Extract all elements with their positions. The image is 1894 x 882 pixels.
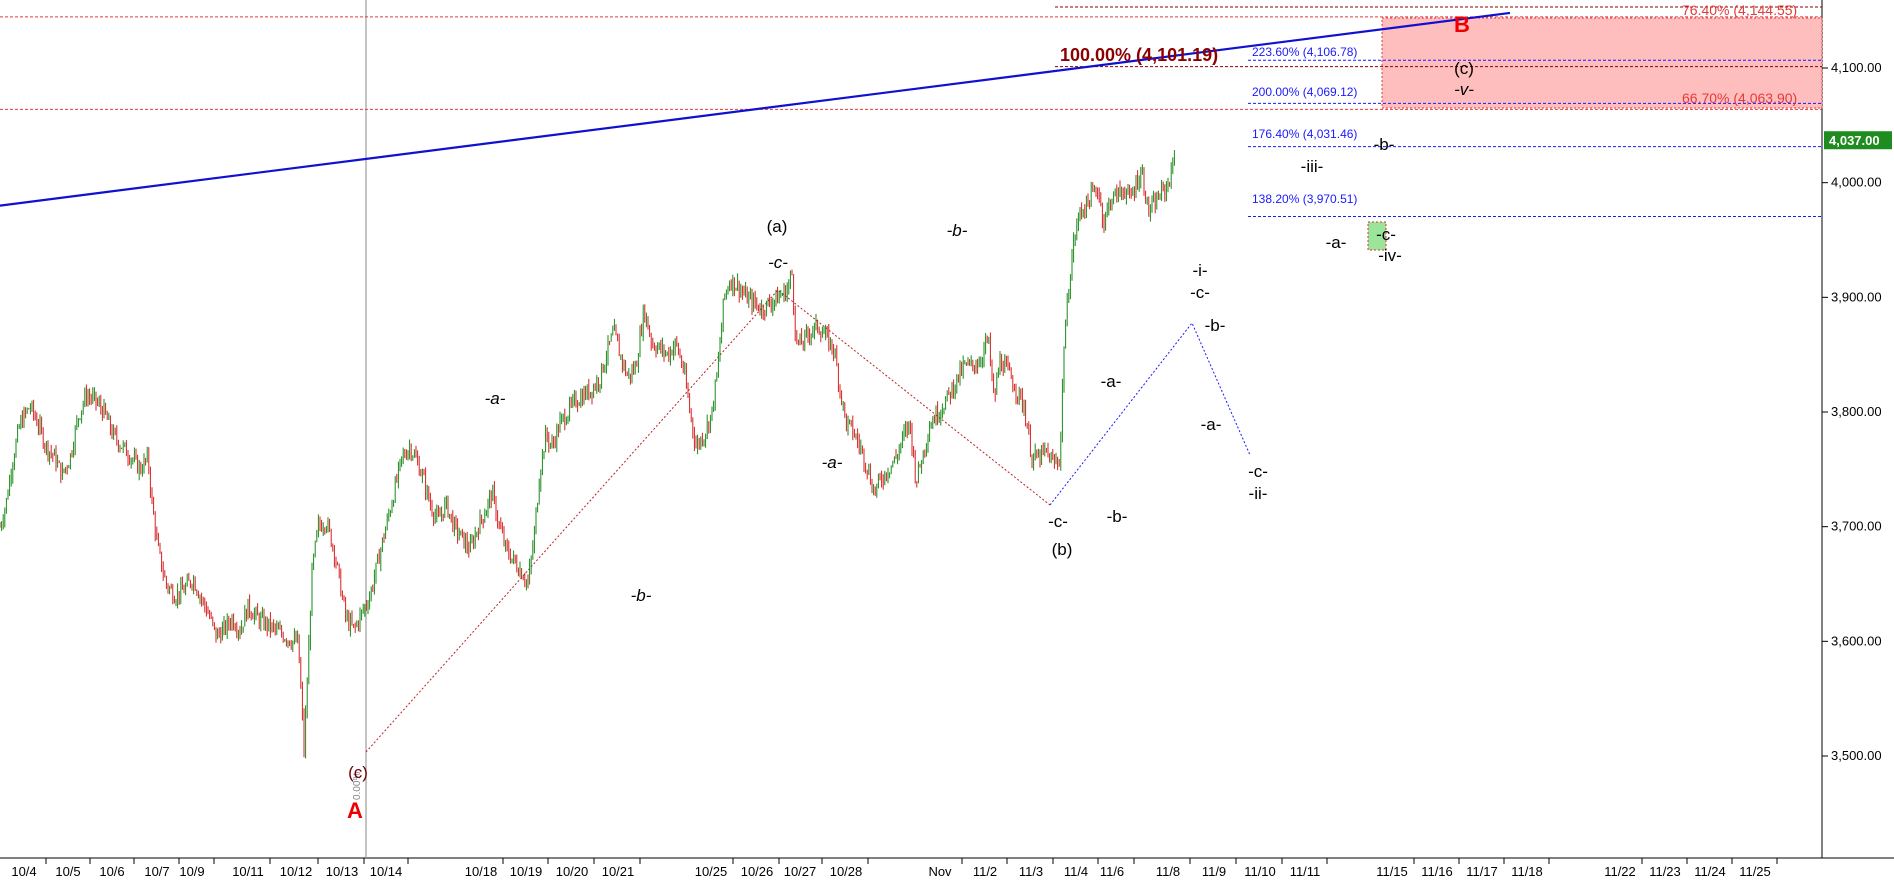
x-tick-label: 10/20 bbox=[556, 864, 589, 879]
fib-levels bbox=[0, 6, 1822, 217]
wave-label-c-4: -c- bbox=[1248, 462, 1268, 481]
wave-label-b-1: -b- bbox=[631, 586, 652, 605]
target-zone bbox=[1382, 18, 1822, 108]
x-tick-label: 11/3 bbox=[1019, 864, 1043, 879]
wave-labels: (c) A -a- -b- (a) -c- -a- -b- -c- (b) -a… bbox=[347, 12, 1474, 823]
y-tick-label: 3,500.00 bbox=[1831, 748, 1882, 763]
x-tick-label: 10/14 bbox=[370, 864, 403, 879]
x-tick-label: 11/24 bbox=[1694, 864, 1726, 879]
x-tick-label: Nov bbox=[928, 864, 952, 879]
wave-label-iii: -iii- bbox=[1301, 157, 1324, 176]
x-tick-label: 11/18 bbox=[1511, 864, 1543, 879]
wave-label-c-paren-upper: (c) bbox=[1454, 59, 1474, 78]
x-tick-label: 11/15 bbox=[1376, 864, 1408, 879]
x-tick-label: 11/16 bbox=[1421, 864, 1453, 879]
vertical-marker-label: 0.00% bbox=[352, 772, 363, 800]
y-tick-label: 3,800.00 bbox=[1831, 404, 1882, 419]
last-price-tag: 4,037.00 bbox=[1824, 131, 1892, 150]
wave-label-b-paren: (b) bbox=[1052, 540, 1073, 559]
wave-label-B: B bbox=[1454, 12, 1470, 37]
y-tick-label: 3,900.00 bbox=[1831, 289, 1882, 304]
wave-label-b-5: -b- bbox=[1374, 135, 1395, 154]
y-tick-label: 4,000.00 bbox=[1831, 175, 1882, 190]
x-tick-label: 10/4 bbox=[11, 864, 36, 879]
x-tick-label: 11/4 bbox=[1064, 864, 1088, 879]
fib-label-66-70: 66.70% (4,063.90) bbox=[1682, 90, 1797, 106]
fib-label-100-00: 100.00% (4,101.19) bbox=[1060, 45, 1218, 65]
y-tick-label: 3,600.00 bbox=[1831, 633, 1882, 648]
fib-label-76-40: 76.40% (4,144.55) bbox=[1682, 2, 1797, 18]
candlesticks bbox=[0, 150, 1175, 759]
fib-label-200-00: 200.00% (4,069.12) bbox=[1252, 85, 1357, 99]
wave-label-iv: -iv- bbox=[1378, 246, 1402, 265]
x-tick-label: 10/7 bbox=[144, 864, 169, 879]
x-tick-label: 10/18 bbox=[465, 864, 498, 879]
wave-label-c-major: (c) bbox=[348, 763, 368, 782]
wave-label-c-1: -c- bbox=[768, 253, 788, 272]
wave-label-b-2: -b- bbox=[947, 221, 968, 240]
x-tick-label: 10/6 bbox=[99, 864, 124, 879]
x-tick-label: 10/19 bbox=[510, 864, 543, 879]
wave-label-b-4: -b- bbox=[1205, 316, 1226, 335]
wave-label-a-3: -a- bbox=[1101, 372, 1122, 391]
x-tick-label: 10/27 bbox=[784, 864, 817, 879]
wave-label-a-2: -a- bbox=[822, 453, 843, 472]
x-tick-label: 11/2 bbox=[973, 864, 997, 879]
x-tick-label: 10/5 bbox=[55, 864, 80, 879]
wave-label-ii: -ii- bbox=[1249, 484, 1268, 503]
x-tick-label: 10/9 bbox=[179, 864, 204, 879]
y-axis: 3,500.00 3,600.00 3,700.00 3,800.00 3,900.00… bbox=[1822, 60, 1882, 763]
wave-label-c-5: -c- bbox=[1376, 225, 1396, 244]
x-tick-label: 10/25 bbox=[695, 864, 728, 879]
target-zone-inner-edge bbox=[1381, 17, 1823, 109]
plot-frame bbox=[0, 0, 1894, 859]
wave-label-a-4: -a- bbox=[1201, 415, 1222, 434]
x-tick-label: 11/11 bbox=[1290, 864, 1321, 879]
wave-label-i: -i- bbox=[1192, 261, 1207, 280]
fib-label-223-60: 223.60% (4,106.78) bbox=[1252, 45, 1357, 59]
x-tick-label: 11/10 bbox=[1244, 864, 1276, 879]
x-tick-label: 11/9 bbox=[1202, 864, 1226, 879]
x-tick-label: 10/13 bbox=[326, 864, 359, 879]
zigzag-blue-1 bbox=[1049, 322, 1251, 506]
wave-label-v: -v- bbox=[1454, 80, 1474, 99]
fib-label-138-20: 138.20% (3,970.51) bbox=[1252, 192, 1357, 206]
x-tick-label: 11/23 bbox=[1649, 864, 1681, 879]
x-tick-label: 11/17 bbox=[1466, 864, 1498, 879]
last-price-tag-box bbox=[1824, 131, 1892, 150]
x-tick-label: 11/8 bbox=[1156, 864, 1180, 879]
trendline-upper-channel bbox=[0, 11, 1511, 207]
wave-label-c-2: -c- bbox=[1048, 512, 1068, 531]
wave-label-c-3: -c- bbox=[1190, 283, 1210, 302]
wave-label-a-paren: (a) bbox=[767, 217, 788, 236]
wave-zigzag bbox=[365, 289, 1251, 753]
wave-label-A: A bbox=[347, 798, 363, 823]
y-tick-label: 3,700.00 bbox=[1831, 519, 1882, 534]
wave-label-a-5: -a- bbox=[1326, 233, 1347, 252]
y-tick-label: 4,100.00 bbox=[1831, 60, 1882, 75]
wave-iv-box bbox=[1367, 221, 1387, 251]
x-tick-label: 10/28 bbox=[830, 864, 863, 879]
fib-label-176-40: 176.40% (4,031.46) bbox=[1252, 127, 1357, 141]
zigzag-red-1 bbox=[365, 289, 1051, 753]
x-tick-label: 10/26 bbox=[741, 864, 774, 879]
last-price-tag-text: 4,037.00 bbox=[1829, 133, 1880, 148]
x-tick-label: 10/11 bbox=[232, 864, 264, 879]
x-tick-label: 11/6 bbox=[1100, 864, 1124, 879]
x-tick-label: 10/21 bbox=[602, 864, 635, 879]
x-tick-label: 11/22 bbox=[1604, 864, 1636, 879]
x-axis: 10/4 10/5 10/6 10/7 10/9 10/11 10/12 10/13 10/14… bbox=[11, 858, 1778, 879]
x-tick-label: 10/12 bbox=[280, 864, 313, 879]
x-tick-label: 11/25 bbox=[1739, 864, 1771, 879]
wave-label-a-1: -a- bbox=[485, 389, 506, 408]
wave-label-b-3: -b- bbox=[1107, 507, 1128, 526]
